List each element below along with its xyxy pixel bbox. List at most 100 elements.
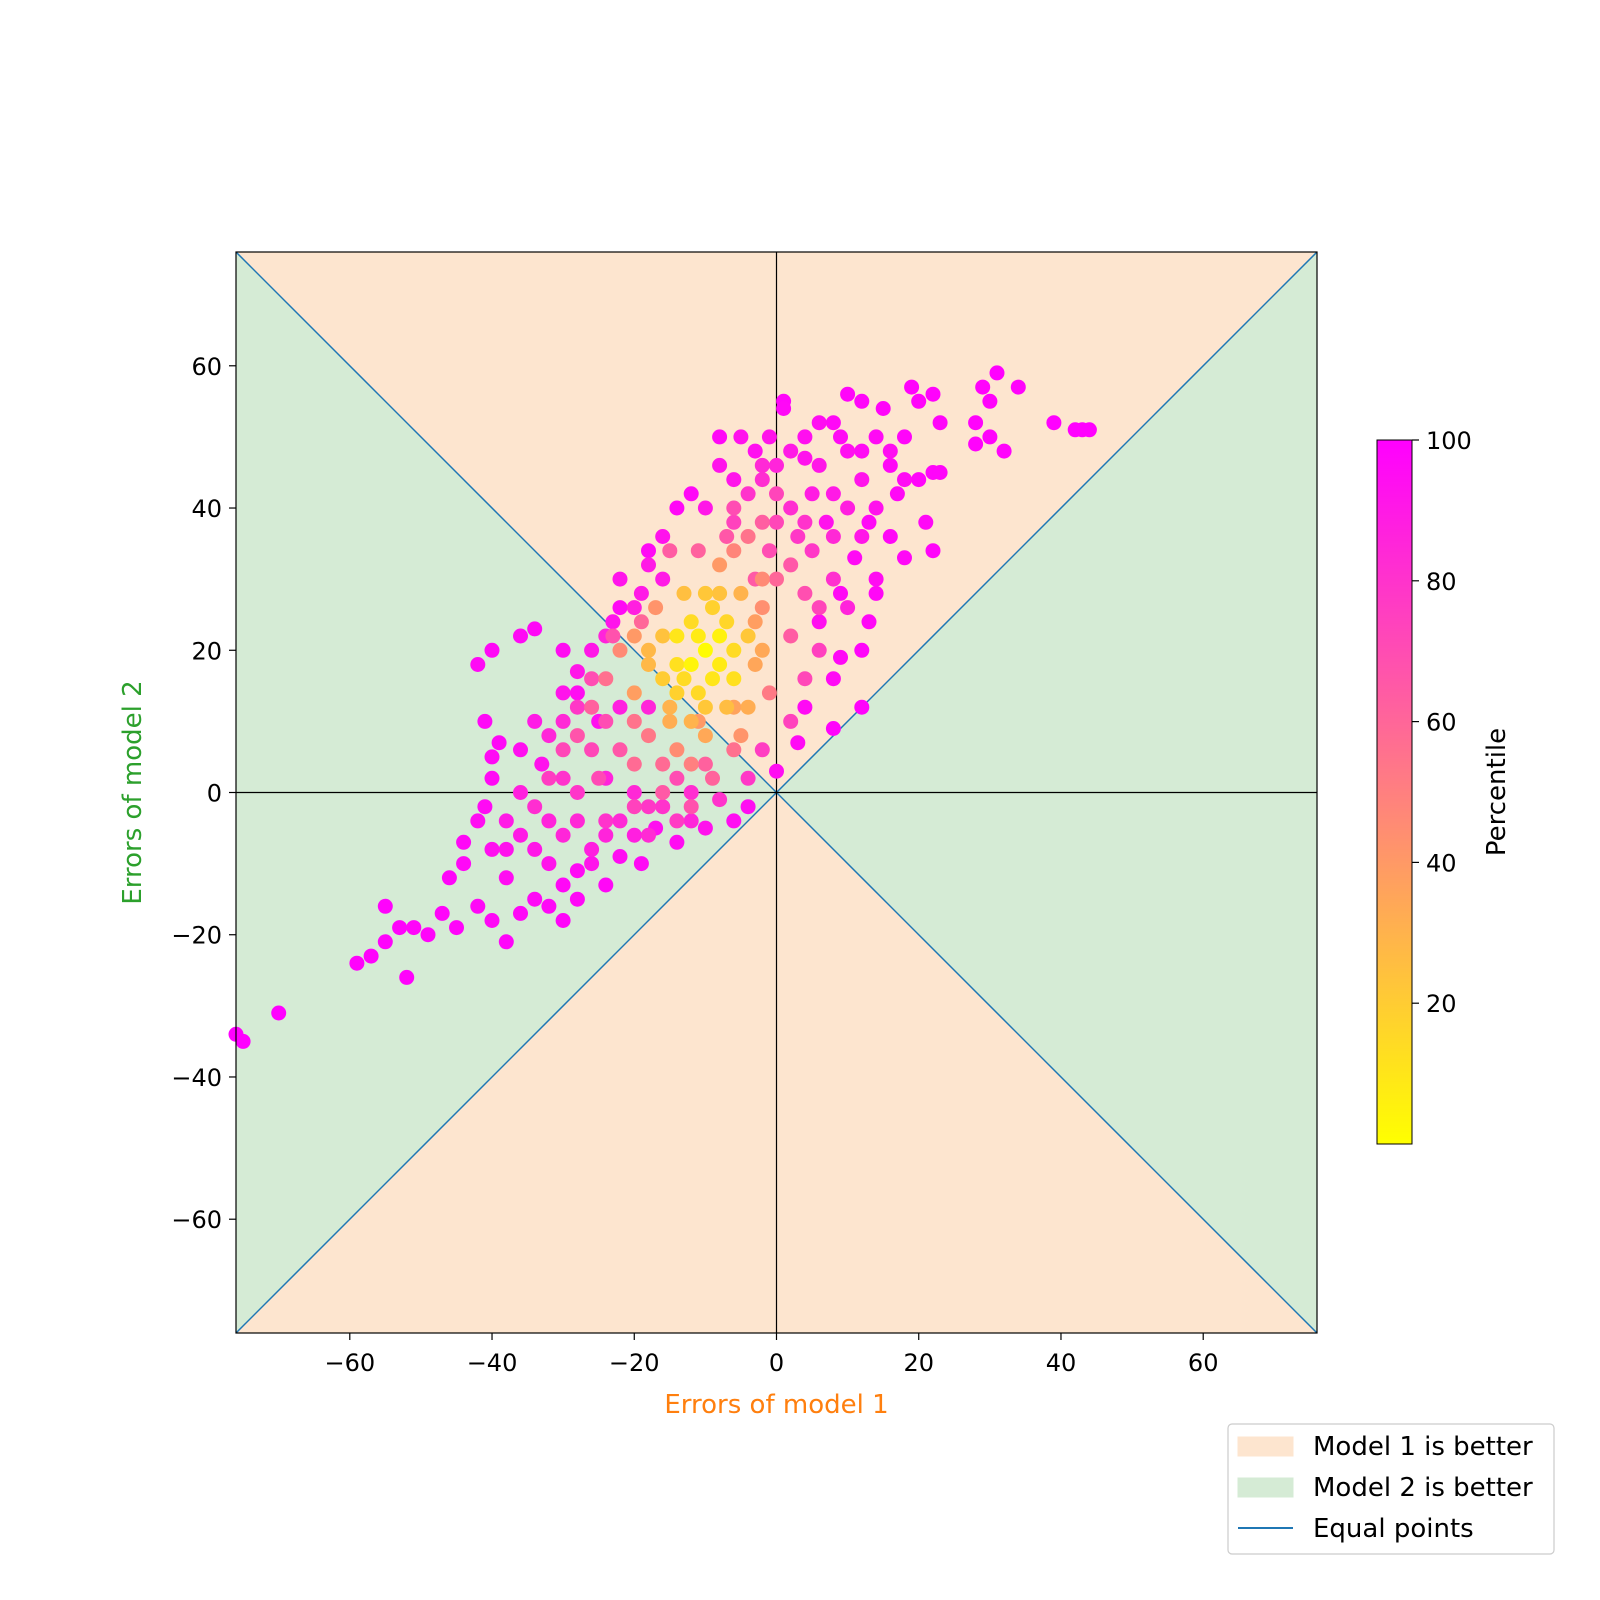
scatter-point: [712, 657, 728, 672]
scatter-point: [719, 529, 735, 544]
scatter-point: [626, 713, 642, 729]
scatter-point: [868, 500, 884, 516]
scatter-point: [655, 785, 671, 800]
scatter-point: [683, 486, 699, 502]
scatter-point: [697, 500, 713, 516]
scatter-point: [513, 827, 528, 843]
scatter-point: [882, 443, 898, 459]
scatter-point: [633, 856, 649, 872]
scatter-point: [683, 614, 699, 630]
scatter-point: [527, 621, 543, 637]
scatter-point: [825, 529, 841, 544]
scatter-point: [498, 870, 514, 886]
scatter-point: [555, 770, 571, 786]
scatter-point: [676, 585, 692, 601]
scatter-point: [598, 813, 614, 829]
scatter-point: [968, 436, 984, 452]
scatter-point: [541, 728, 557, 744]
scatter-point: [825, 415, 841, 431]
scatter-point: [569, 728, 585, 744]
scatter-point: [420, 927, 436, 943]
x-tick-label: −40: [467, 1349, 518, 1377]
scatter-point: [740, 486, 756, 502]
scatter-point: [655, 529, 671, 544]
scatter-point: [776, 401, 792, 416]
scatter-point: [690, 543, 706, 559]
scatter-point: [626, 628, 642, 644]
scatter-point: [690, 685, 706, 701]
scatter-point: [854, 642, 870, 658]
scatter-point: [527, 891, 543, 907]
scatter-point: [797, 450, 813, 466]
scatter-point: [669, 813, 685, 829]
scatter-point: [854, 443, 870, 459]
scatter-point: [811, 600, 827, 616]
scatter-point: [555, 742, 571, 758]
scatter-point: [669, 628, 685, 644]
scatter-point: [513, 905, 528, 921]
scatter-point: [541, 770, 557, 786]
scatter-point: [712, 557, 728, 573]
scatter-point: [854, 393, 870, 409]
scatter-point: [591, 770, 607, 786]
scatter-point: [783, 628, 799, 644]
scatter-point: [569, 699, 585, 715]
scatter-point: [925, 543, 941, 559]
scatter-point: [726, 742, 742, 758]
scatter-point: [633, 614, 649, 630]
scatter-point: [513, 628, 528, 644]
scatter-point: [754, 600, 770, 616]
legend-label: Model 2 is better: [1313, 1473, 1533, 1503]
colorbar-ticks: 20 40 60 80 100: [1412, 427, 1472, 1018]
scatter-point: [982, 429, 998, 445]
scatter-point: [733, 585, 749, 601]
scatter-point: [655, 799, 671, 815]
scatter-point: [477, 713, 493, 729]
scatter-point: [484, 770, 500, 786]
scatter-point: [633, 585, 649, 601]
scatter-point: [833, 429, 848, 445]
scatter-point: [1046, 415, 1062, 431]
scatter-point: [484, 749, 500, 765]
scatter-point: [584, 642, 600, 658]
scatter-point: [825, 486, 841, 502]
scatter-point: [683, 785, 699, 800]
scatter-point: [555, 913, 571, 928]
scatter-point: [769, 763, 784, 779]
y-tick-label: −60: [171, 1206, 222, 1234]
scatter-point: [612, 849, 628, 864]
scatter-point: [555, 877, 571, 893]
x-axis-label: Errors of model 1: [664, 1390, 888, 1420]
scatter-point: [555, 827, 571, 843]
scatter-point: [683, 799, 699, 815]
scatter-point: [392, 920, 408, 936]
scatter-point: [377, 934, 393, 950]
scatter-point: [513, 742, 528, 758]
scatter-point: [584, 856, 600, 872]
scatter-point: [911, 393, 927, 409]
y-tick-label: −20: [171, 922, 222, 950]
scatter-point: [498, 813, 514, 829]
scatter-point: [484, 841, 500, 857]
scatter-point: [406, 920, 422, 936]
scatter-point: [612, 642, 628, 658]
scatter-point: [697, 585, 713, 601]
scatter-point: [584, 699, 600, 715]
scatter-point: [569, 664, 585, 680]
scatter-point: [889, 486, 905, 502]
scatter-point: [456, 834, 472, 850]
scatter-point: [818, 514, 834, 530]
scatter-point: [641, 827, 656, 843]
scatter-point: [904, 379, 920, 395]
scatter-point: [641, 642, 656, 658]
legend-label: Model 1 is better: [1313, 1432, 1533, 1462]
scatter-point: [705, 770, 720, 786]
scatter-point: [456, 856, 472, 872]
scatter-point: [932, 465, 948, 480]
scatter-point: [868, 585, 884, 601]
scatter-point: [740, 770, 756, 786]
scatter-point: [605, 628, 621, 644]
scatter-point: [470, 898, 486, 914]
scatter-point: [811, 457, 827, 473]
colorbar-tick-label: 80: [1426, 568, 1457, 596]
